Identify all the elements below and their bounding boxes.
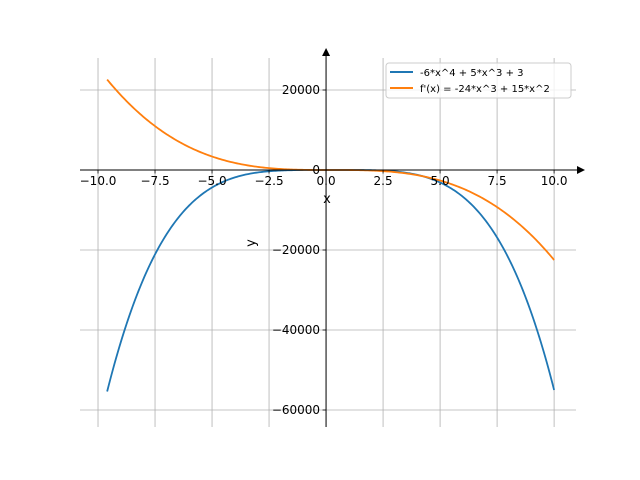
legend-label-1: f'(x) = -24*x^3 + 15*x^2 — [420, 84, 550, 95]
y-tick-label: −20000 — [272, 243, 320, 257]
x-axis-label: x — [323, 192, 331, 207]
legend-label-0: -6*x^4 + 5*x^3 + 3 — [420, 68, 524, 79]
x-tick-label: −5.0 — [197, 174, 226, 188]
axes — [80, 48, 585, 427]
y-axis-arrow — [322, 48, 331, 56]
y-tick-label: −60000 — [272, 403, 320, 417]
x-tick-label: 10.0 — [541, 174, 568, 188]
x-tick-label: 5.0 — [431, 174, 450, 188]
x-tick-label: −2.5 — [254, 174, 283, 188]
x-tick-label: −10.0 — [80, 174, 117, 188]
ticks: −10.0 −7.5 −5.0 −2.5 0.0 2.5 5.0 7.5 10.0 20000 0 −… — [80, 83, 568, 417]
legend-box — [385, 62, 572, 99]
x-tick-label: 2.5 — [374, 174, 393, 188]
x-tick-label: −7.5 — [140, 174, 169, 188]
x-tick-label: 7.5 — [488, 174, 507, 188]
legend: -6*x^4 + 5*x^3 + 3 f'(x) = -24*x^3 + 15*… — [385, 62, 572, 99]
grid — [80, 58, 576, 427]
y-tick-label: 0 — [312, 163, 320, 177]
y-axis-label: y — [244, 239, 259, 247]
y-tick-label: −40000 — [272, 323, 320, 337]
x-axis-arrow — [577, 166, 585, 174]
x-tick-label: 0.0 — [317, 174, 336, 188]
series-lines — [106, 78, 555, 392]
y-tick-label: 20000 — [282, 83, 320, 97]
